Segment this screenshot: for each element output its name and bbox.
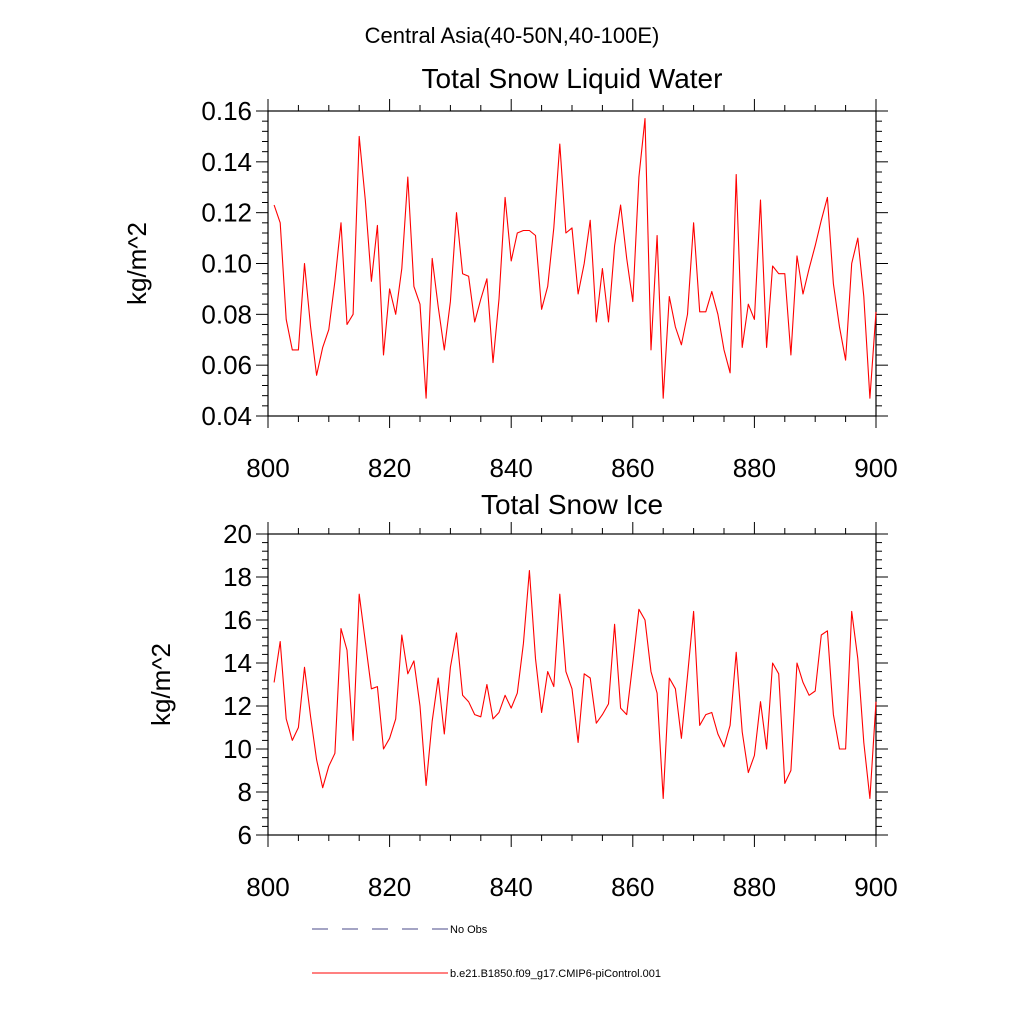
y-tick-label: 12 (223, 691, 252, 721)
legend-item: No Obs (312, 924, 488, 936)
y-tick-label: 0.12 (201, 198, 252, 228)
y-tick-label: 0.04 (201, 401, 252, 431)
legend-item: b.e21.B1850.f09_g17.CMIP6-piControl.001 (312, 968, 661, 980)
x-tick-label: 880 (733, 453, 776, 483)
x-tick-label: 900 (854, 453, 897, 483)
x-tick-label: 840 (490, 872, 533, 902)
y-tick-label: 20 (223, 519, 252, 549)
y-tick-label: 16 (223, 605, 252, 635)
x-tick-label: 800 (246, 453, 289, 483)
x-tick-label: 880 (733, 872, 776, 902)
panel-title: Total Snow Ice (481, 489, 663, 520)
legend: No Obs b.e21.B1850.f09_g17.CMIP6-piContro… (312, 924, 661, 980)
panel-title: Total Snow Liquid Water (422, 63, 723, 94)
y-tick-label: 0.14 (201, 147, 252, 177)
x-tick-label: 800 (246, 872, 289, 902)
y-tick-label: 0.10 (201, 249, 252, 279)
y-tick-label: 10 (223, 734, 252, 764)
y-tick-label: 8 (238, 777, 252, 807)
y-tick-label: 6 (238, 820, 252, 850)
figure-title: Central Asia(40-50N,40-100E) (365, 23, 660, 48)
series-line (273, 118, 877, 399)
y-axis-title: kg/m^2 (146, 643, 176, 726)
x-tick-label: 860 (611, 453, 654, 483)
legend-label: No Obs (450, 924, 488, 936)
legend-label: b.e21.B1850.f09_g17.CMIP6-piControl.001 (450, 968, 661, 980)
y-axis-title: kg/m^2 (122, 222, 152, 305)
y-tick-label: 0.16 (201, 96, 252, 126)
y-tick-label: 14 (223, 648, 252, 678)
x-tick-label: 900 (854, 872, 897, 902)
x-tick-label: 820 (368, 872, 411, 902)
y-tick-label: 0.06 (201, 350, 252, 380)
y-tick-label: 0.08 (201, 299, 252, 329)
x-tick-label: 820 (368, 453, 411, 483)
panel-1: Total Snow Liquid Water kg/m^2 800 820 840 86… (122, 63, 898, 483)
plot-frame (267, 110, 877, 417)
y-tick-label: 18 (223, 562, 252, 592)
x-tick-label: 860 (611, 872, 654, 902)
x-tick-label: 840 (490, 453, 533, 483)
series-line (273, 569, 877, 800)
plot-frame (267, 533, 877, 836)
